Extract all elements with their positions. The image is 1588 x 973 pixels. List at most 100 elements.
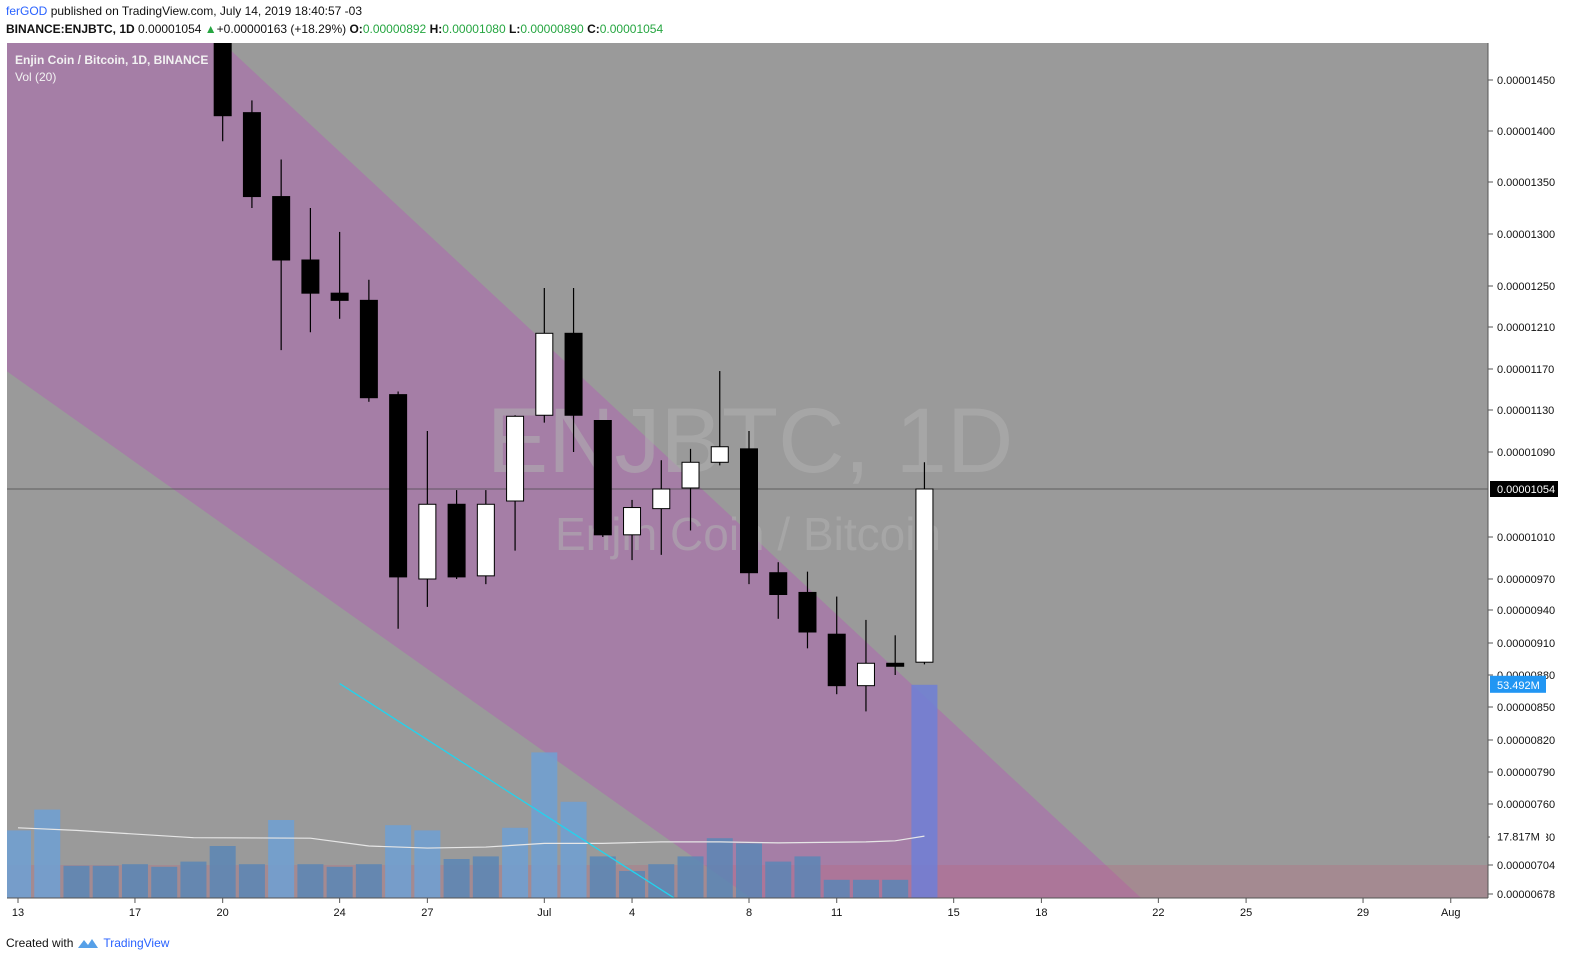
- volume-bar: [92, 865, 119, 898]
- time-tick-label: 11: [831, 907, 842, 919]
- price-tick-label: 0.00000790: [1497, 767, 1555, 779]
- time-tick-label: 17: [129, 907, 141, 919]
- volume-bar: [414, 830, 441, 898]
- price-tick-label: 0.00000678: [1497, 889, 1555, 901]
- candle-bear: [447, 503, 466, 578]
- volume-bar: [268, 820, 295, 898]
- candle-bull: [681, 461, 700, 489]
- price-tick-label: 0.00000970: [1497, 574, 1555, 586]
- symbol-ohlc-line: BINANCE:ENJBTC, 1D 0.00001054 ▲+0.000001…: [6, 22, 663, 36]
- price-tick-label: 0.00001250: [1497, 281, 1555, 293]
- candle-bear: [564, 332, 583, 416]
- candle-bear: [769, 572, 788, 596]
- last-price: 0.00001054: [138, 22, 202, 36]
- published-text: published on TradingView.com, July 14, 2…: [50, 4, 363, 18]
- volume-bar: [823, 879, 850, 898]
- low-label: L:: [508, 22, 521, 36]
- time-tick-label: 27: [421, 907, 433, 919]
- volume-bar: [63, 865, 90, 898]
- price-tick-label: 0.00000910: [1497, 638, 1555, 650]
- footer: Created with TradingView: [6, 936, 169, 950]
- publisher-link[interactable]: ferGOD: [6, 4, 48, 18]
- time-tick-label: Aug: [1441, 907, 1461, 919]
- volume-bar: [180, 861, 207, 898]
- volume-bar: [911, 684, 938, 898]
- open-value: 0.00000892: [362, 22, 427, 36]
- volume-bar: [151, 866, 178, 898]
- volume-ma-line: [17, 827, 925, 849]
- close-value: 0.00001054: [599, 22, 664, 36]
- volume-bar: [882, 879, 909, 898]
- volume-bar: [736, 843, 762, 898]
- trend-line: [339, 682, 676, 898]
- volume-bar: [443, 859, 470, 898]
- volume-bar: [648, 864, 675, 898]
- symbol-line: BINANCE:ENJBTC, 1D: [6, 22, 135, 36]
- volume-bar: [472, 856, 499, 898]
- price-chart[interactable]: ENJBTC, 1D Enjin Coin / Bitcoin Enjin Co…: [0, 0, 1588, 930]
- tradingview-link[interactable]: TradingView: [103, 936, 170, 950]
- volume-bar: [531, 752, 558, 898]
- price-tick-label: 0.00000704: [1497, 860, 1555, 872]
- volume-ma-label-bg: [1490, 828, 1546, 845]
- candle-bear: [330, 292, 349, 301]
- time-tick-label: 29: [1357, 907, 1369, 919]
- open-label: O:: [349, 22, 363, 36]
- high-value: 0.00001080: [442, 22, 506, 36]
- price-tick-label: 0.00000850: [1497, 702, 1555, 714]
- volume-bar: [852, 879, 879, 898]
- last-price-label: 0.00001054: [1497, 484, 1555, 496]
- candle-bear: [740, 448, 758, 574]
- volume-label: 53.492M: [1497, 680, 1540, 692]
- volume-bar: [7, 830, 31, 898]
- price-tick-label: 0.00001130: [1497, 405, 1554, 417]
- time-tick-label: 15: [948, 907, 960, 919]
- candle-bear: [301, 259, 320, 294]
- time-tick-label: 20: [217, 907, 229, 919]
- volume-bar: [589, 856, 616, 898]
- candle-bull: [476, 503, 495, 577]
- time-tick-label: 22: [1152, 907, 1164, 919]
- volume-bar: [706, 838, 733, 898]
- volume-bar: [297, 864, 324, 898]
- time-tick-label: 13: [12, 907, 24, 919]
- volume-bar: [238, 864, 265, 898]
- price-tick-label: 0.00001210: [1497, 322, 1555, 334]
- candle-bull: [623, 507, 642, 536]
- candle-bull: [652, 488, 671, 510]
- legend-series: Enjin Coin / Bitcoin, 1D, BINANCE: [15, 53, 208, 67]
- time-tick-label: Jul: [537, 907, 551, 919]
- legend-volume: Vol (20): [15, 70, 56, 84]
- volume-bar: [794, 856, 821, 898]
- price-tick-label: 0.00001350: [1497, 177, 1555, 189]
- candle-bear: [593, 420, 612, 536]
- close-label: C:: [587, 22, 600, 36]
- candle-bull: [535, 332, 554, 416]
- candle-bear: [213, 43, 232, 117]
- volume-bar: [355, 864, 382, 898]
- price-change: +0.00000163 (+18.29%): [216, 22, 347, 36]
- volume-bar: [326, 866, 353, 898]
- volume-bar: [209, 846, 236, 898]
- candle-bear: [827, 633, 846, 687]
- publish-header: ferGOD published on TradingView.com, Jul…: [6, 4, 362, 18]
- price-tick-label: 0.00001090: [1497, 447, 1555, 459]
- volume-bar: [677, 856, 704, 898]
- time-axis[interactable]: 13 17 20 24 27 Jul 4 8 11 15 18 22 25 29 Aug: [12, 898, 1461, 919]
- time-tick-label: 8: [746, 907, 752, 919]
- chart-legend: Enjin Coin / Bitcoin, 1D, BINANCE Vol (2…: [15, 53, 208, 84]
- up-triangle-icon: ▲: [204, 22, 217, 36]
- time-tick-label: 24: [334, 907, 346, 919]
- volume-bar: [619, 870, 646, 898]
- time-tick-label: 18: [1035, 907, 1047, 919]
- price-tick-label: 0.00001400: [1497, 126, 1555, 138]
- low-value: 0.00000890: [520, 22, 584, 36]
- candle-bull: [856, 662, 875, 687]
- price-axis[interactable]: 0.00001450 0.00001400 0.00001350 0.00001300…: [1488, 75, 1558, 901]
- price-tick-label: 0.00001010: [1497, 532, 1555, 544]
- volume-bar: [34, 809, 61, 898]
- time-tick-label: 25: [1240, 907, 1252, 919]
- volume-bar: [765, 861, 792, 898]
- volume-label-bg: [1490, 675, 1546, 693]
- volume-ma-label: 17.817M: [1497, 832, 1540, 844]
